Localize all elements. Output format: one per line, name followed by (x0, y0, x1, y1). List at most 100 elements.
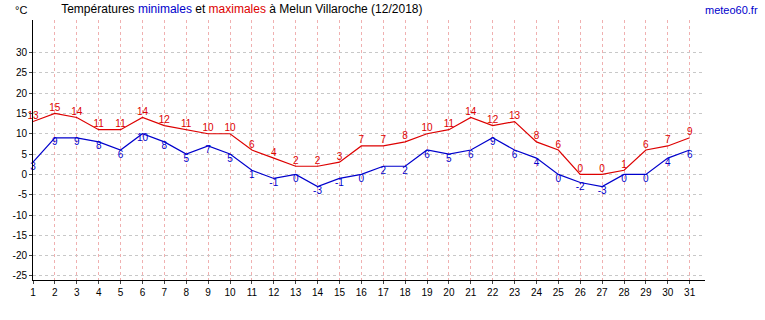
svg-text:10: 10 (421, 122, 433, 133)
svg-text:8: 8 (402, 130, 408, 141)
svg-text:0: 0 (599, 163, 605, 174)
svg-text:18: 18 (400, 287, 412, 298)
svg-text:30: 30 (16, 47, 28, 58)
svg-text:2: 2 (52, 287, 58, 298)
svg-text:0: 0 (577, 163, 583, 174)
svg-text:-25: -25 (13, 270, 28, 281)
svg-text:6: 6 (249, 139, 255, 150)
svg-text:9: 9 (490, 136, 496, 147)
svg-text:8: 8 (96, 140, 102, 151)
svg-text:4: 4 (271, 147, 277, 158)
svg-text:15: 15 (16, 108, 28, 119)
svg-text:11: 11 (247, 287, 258, 298)
svg-text:13: 13 (290, 287, 302, 298)
svg-text:-1: -1 (335, 177, 344, 188)
svg-text:8: 8 (534, 130, 540, 141)
svg-text:°C: °C (15, 4, 27, 16)
svg-text:-5: -5 (18, 189, 27, 200)
svg-text:5: 5 (183, 153, 189, 164)
svg-text:7: 7 (665, 134, 671, 145)
svg-text:-3: -3 (598, 185, 607, 196)
svg-text:6: 6 (468, 149, 474, 160)
svg-text:12: 12 (159, 114, 171, 125)
svg-text:meteo60.fr: meteo60.fr (705, 4, 758, 16)
svg-text:0: 0 (21, 169, 27, 180)
svg-text:5: 5 (446, 153, 452, 164)
svg-text:25: 25 (16, 67, 28, 78)
svg-text:9: 9 (205, 287, 211, 298)
svg-text:20: 20 (443, 287, 455, 298)
svg-text:7: 7 (205, 144, 211, 155)
svg-text:24: 24 (531, 287, 543, 298)
svg-text:8: 8 (162, 140, 168, 151)
svg-text:5: 5 (21, 149, 27, 160)
svg-text:7: 7 (359, 134, 365, 145)
svg-text:17: 17 (378, 287, 390, 298)
svg-text:4: 4 (534, 157, 540, 168)
svg-text:6: 6 (643, 139, 649, 150)
svg-text:0: 0 (621, 173, 627, 184)
svg-text:31: 31 (684, 287, 696, 298)
svg-text:6: 6 (140, 287, 146, 298)
svg-text:2: 2 (293, 155, 299, 166)
svg-text:7: 7 (162, 287, 168, 298)
svg-text:8: 8 (183, 287, 189, 298)
svg-text:0: 0 (293, 173, 299, 184)
svg-text:1: 1 (249, 169, 255, 180)
svg-text:9: 9 (52, 136, 58, 147)
svg-text:15: 15 (334, 287, 346, 298)
svg-text:14: 14 (71, 106, 83, 117)
svg-text:11: 11 (93, 118, 104, 129)
svg-text:2: 2 (315, 155, 321, 166)
svg-text:0: 0 (359, 173, 365, 184)
svg-text:-15: -15 (13, 230, 28, 241)
svg-text:0: 0 (556, 173, 562, 184)
svg-text:3: 3 (30, 161, 36, 172)
svg-text:14: 14 (137, 106, 149, 117)
svg-text:0: 0 (643, 173, 649, 184)
svg-text:11: 11 (115, 118, 126, 129)
svg-text:1: 1 (621, 159, 627, 170)
svg-text:6: 6 (512, 149, 518, 160)
svg-text:Températures minimales et maxi: Températures minimales et maximales à Me… (61, 2, 422, 16)
svg-text:5: 5 (118, 287, 124, 298)
svg-text:19: 19 (421, 287, 433, 298)
svg-text:11: 11 (181, 118, 192, 129)
svg-text:20: 20 (16, 88, 28, 99)
svg-text:-20: -20 (13, 250, 28, 261)
svg-text:28: 28 (618, 287, 630, 298)
svg-text:10: 10 (203, 122, 215, 133)
svg-text:27: 27 (597, 287, 609, 298)
svg-text:14: 14 (312, 287, 324, 298)
svg-text:3: 3 (337, 151, 343, 162)
svg-text:25: 25 (553, 287, 565, 298)
svg-text:2: 2 (380, 165, 386, 176)
svg-text:13: 13 (27, 110, 39, 121)
svg-text:6: 6 (118, 149, 124, 160)
svg-text:12: 12 (268, 287, 280, 298)
svg-text:29: 29 (640, 287, 652, 298)
svg-text:6: 6 (556, 139, 562, 150)
svg-text:6: 6 (424, 149, 430, 160)
svg-text:15: 15 (49, 102, 61, 113)
svg-text:4: 4 (96, 287, 102, 298)
svg-text:21: 21 (465, 287, 477, 298)
svg-text:3: 3 (74, 287, 80, 298)
svg-text:10: 10 (137, 132, 149, 143)
svg-text:2: 2 (402, 165, 408, 176)
svg-text:12: 12 (487, 114, 499, 125)
svg-text:11: 11 (444, 118, 455, 129)
svg-text:-10: -10 (13, 210, 28, 221)
svg-text:-3: -3 (313, 185, 322, 196)
svg-text:-1: -1 (269, 177, 278, 188)
svg-text:10: 10 (16, 128, 28, 139)
svg-text:9: 9 (687, 126, 693, 137)
svg-text:9: 9 (74, 136, 80, 147)
svg-text:6: 6 (687, 149, 693, 160)
svg-text:5: 5 (227, 153, 233, 164)
svg-text:4: 4 (665, 157, 671, 168)
svg-text:-2: -2 (576, 181, 585, 192)
svg-text:22: 22 (487, 287, 499, 298)
svg-text:1: 1 (30, 287, 36, 298)
svg-text:16: 16 (356, 287, 368, 298)
